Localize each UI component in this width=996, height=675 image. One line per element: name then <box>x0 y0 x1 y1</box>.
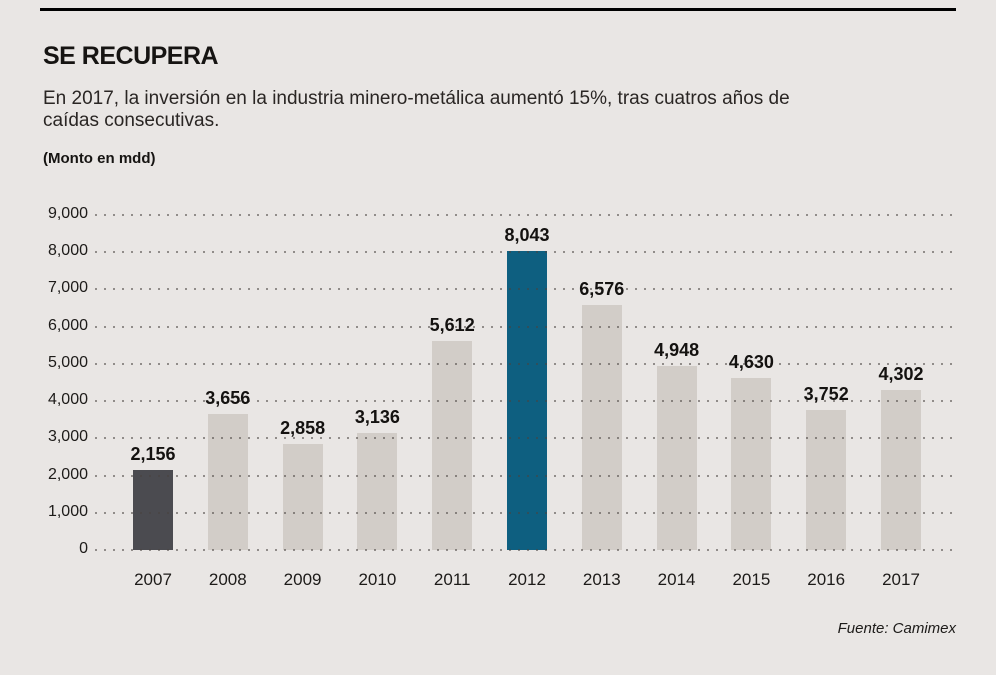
bar-2008 <box>207 414 248 550</box>
bar-value-label: 3,656 <box>205 388 251 408</box>
bar-value-label: 4,948 <box>654 340 700 360</box>
gridline <box>95 549 955 551</box>
bar-2007 <box>133 470 173 550</box>
bar-2011 <box>432 341 473 550</box>
gridline <box>95 475 955 477</box>
x-tick-label: 2011 <box>433 570 471 589</box>
y-tick-label: 0 <box>79 540 88 557</box>
y-tick-label: 7,000 <box>47 279 88 296</box>
bar-2009 <box>282 444 323 550</box>
bar-value-label: 8,043 <box>504 225 550 245</box>
x-tick-label: 2007 <box>134 570 172 589</box>
gridline <box>95 288 955 290</box>
source-credit: Fuente: Camimex <box>837 620 956 637</box>
bar-2015 <box>731 378 772 550</box>
gridline <box>95 251 955 253</box>
chart-subtitle: En 2017, la inversión en la industria mi… <box>43 88 790 132</box>
gridline <box>95 437 955 439</box>
x-tick-label: 2017 <box>882 570 920 589</box>
unit-label: (Monto en mdd) <box>43 150 156 167</box>
x-tick-label: 2009 <box>283 570 322 589</box>
top-rule <box>40 8 956 11</box>
gridline <box>95 512 955 514</box>
bar-value-label: 4,630 <box>728 352 774 372</box>
y-tick-label: 4,000 <box>47 391 88 408</box>
gridline <box>95 326 955 328</box>
x-tick-label: 2012 <box>508 570 546 589</box>
bar-value-label: 4,302 <box>878 364 924 384</box>
x-tick-label: 2013 <box>582 570 621 589</box>
bar-value-label: 6,576 <box>579 279 625 299</box>
bar-value-label: 2,156 <box>130 444 176 464</box>
bar-value-label: 3,136 <box>354 407 400 427</box>
bar-2013 <box>581 305 622 550</box>
x-tick-label: 2016 <box>807 570 846 589</box>
bar-2014 <box>656 366 697 550</box>
page-title: SE RECUPERA <box>43 42 219 70</box>
bar-2010 <box>357 433 398 550</box>
y-tick-label: 3,000 <box>47 428 88 445</box>
x-tick-label: 2010 <box>358 570 397 589</box>
gridline <box>95 214 955 216</box>
gridline <box>95 363 955 365</box>
bar-value-label: 2,858 <box>280 418 326 438</box>
x-tick-label: 2008 <box>208 570 247 589</box>
bar-value-label: 5,612 <box>429 315 475 335</box>
x-tick-label: 2015 <box>732 570 771 589</box>
bar-value-label: 3,752 <box>803 384 849 404</box>
y-tick-label: 2,000 <box>47 466 88 483</box>
y-tick-label: 8,000 <box>47 242 88 259</box>
y-tick-label: 5,000 <box>47 354 88 371</box>
y-tick-label: 1,000 <box>47 503 88 520</box>
x-tick-label: 2014 <box>657 570 696 589</box>
gridline <box>95 400 955 402</box>
bar-2016 <box>806 410 847 550</box>
y-tick-label: 6,000 <box>47 317 88 334</box>
bar-2017 <box>881 390 921 550</box>
y-tick-label: 9,000 <box>47 205 88 222</box>
